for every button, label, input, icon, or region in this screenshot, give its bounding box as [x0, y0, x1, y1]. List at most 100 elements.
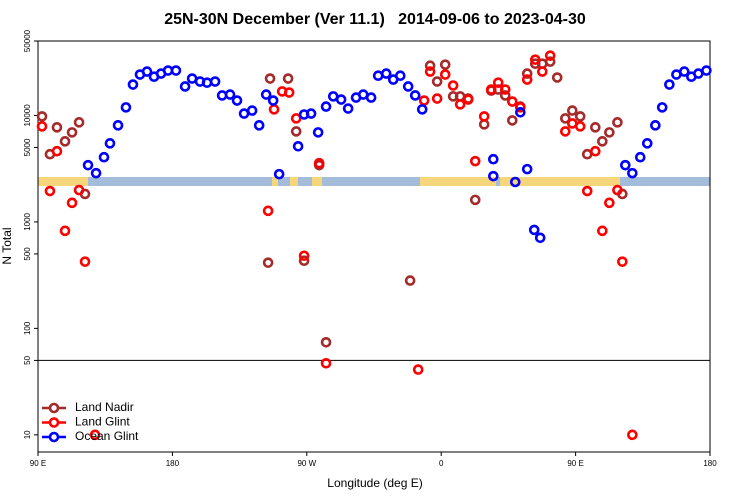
data-point [574, 121, 586, 132]
data-point [590, 122, 601, 133]
data-point [424, 66, 436, 77]
data-point [447, 80, 459, 91]
data-point [544, 50, 556, 61]
legend-marker [48, 431, 60, 443]
data-point [59, 225, 71, 237]
data-point [253, 120, 265, 131]
data-point [492, 77, 504, 88]
data-point [612, 184, 623, 196]
data-point [79, 256, 91, 267]
data-point [51, 145, 63, 157]
data-point [604, 127, 615, 138]
data-point [66, 127, 78, 138]
data-point [581, 185, 593, 197]
legend-label: Ocean Glint [75, 429, 139, 443]
data-point [506, 115, 518, 126]
x-tick-label: 90 E [30, 459, 46, 468]
data-point [617, 256, 628, 267]
data-point [66, 197, 78, 209]
data-point [488, 153, 499, 165]
data-point [170, 65, 182, 76]
data-point [424, 60, 436, 72]
data-point [51, 122, 63, 133]
data-point [282, 73, 294, 84]
data-point [590, 145, 601, 157]
data-point [454, 99, 466, 110]
data-point [120, 102, 132, 113]
y-tick-label: 100 [23, 321, 32, 335]
data-point [73, 184, 85, 196]
data-point [260, 89, 272, 100]
data-point [320, 336, 332, 348]
x-axis-label: Longitude (deg E) [327, 476, 422, 490]
data-point [224, 89, 236, 100]
data-point [534, 232, 546, 244]
data-point [292, 140, 304, 152]
data-point [506, 96, 518, 107]
data-point [262, 257, 274, 268]
data-point [264, 73, 276, 84]
data-point [521, 68, 533, 79]
data-point [416, 104, 428, 115]
data-point [418, 95, 430, 106]
data-point [551, 72, 563, 83]
legend-marker [48, 417, 60, 428]
data-point [262, 205, 274, 217]
data-point [313, 157, 325, 169]
data-point [320, 357, 332, 369]
data-point [298, 250, 310, 262]
data-point [515, 102, 526, 113]
data-point [521, 74, 533, 85]
data-point [141, 66, 153, 77]
data-point [283, 87, 295, 98]
y-tick-label: 1000 [23, 212, 32, 230]
data-point [36, 111, 48, 122]
data-point [273, 168, 285, 180]
data-point [312, 127, 324, 138]
data-point [627, 167, 638, 179]
data-point [469, 194, 481, 206]
plot-frame [37, 40, 711, 453]
x-tick-label: 90 W [297, 459, 316, 468]
data-point [104, 138, 116, 149]
data-point [485, 84, 497, 95]
data-point [305, 108, 317, 119]
y-axis-label: N Total [0, 227, 14, 264]
data-point [544, 56, 556, 67]
data-point [201, 77, 213, 88]
data-point [604, 197, 615, 209]
data-point [528, 224, 540, 236]
data-point [509, 176, 521, 188]
data-point [268, 104, 280, 115]
data-point [462, 94, 474, 105]
legend-label: Land Nadir [75, 400, 134, 414]
data-point [372, 70, 384, 82]
data-point [231, 95, 243, 106]
y-tick-label: 500 [23, 247, 32, 261]
data-point [679, 66, 690, 77]
data-point [499, 84, 511, 95]
x-tick-label: 180 [703, 459, 717, 468]
data-point [664, 79, 675, 90]
data-point [559, 113, 571, 124]
land-ocean-strip [38, 177, 710, 186]
data-point [246, 105, 258, 116]
data-point [650, 120, 661, 131]
data-point [478, 111, 490, 122]
legend-marker [48, 402, 60, 414]
data-point [641, 138, 653, 149]
data-point [656, 102, 668, 113]
data-point [431, 93, 443, 104]
y-tick-label: 10 [23, 430, 32, 439]
data-point [290, 113, 302, 124]
x-tick-label: 0 [439, 459, 444, 468]
data-point [342, 103, 354, 114]
data-point [529, 54, 541, 65]
y-tick-label: 5000 [23, 138, 32, 156]
data-point [469, 155, 481, 167]
data-point [380, 68, 392, 79]
data-point [298, 255, 310, 267]
data-point [73, 117, 85, 128]
data-point [365, 92, 377, 103]
